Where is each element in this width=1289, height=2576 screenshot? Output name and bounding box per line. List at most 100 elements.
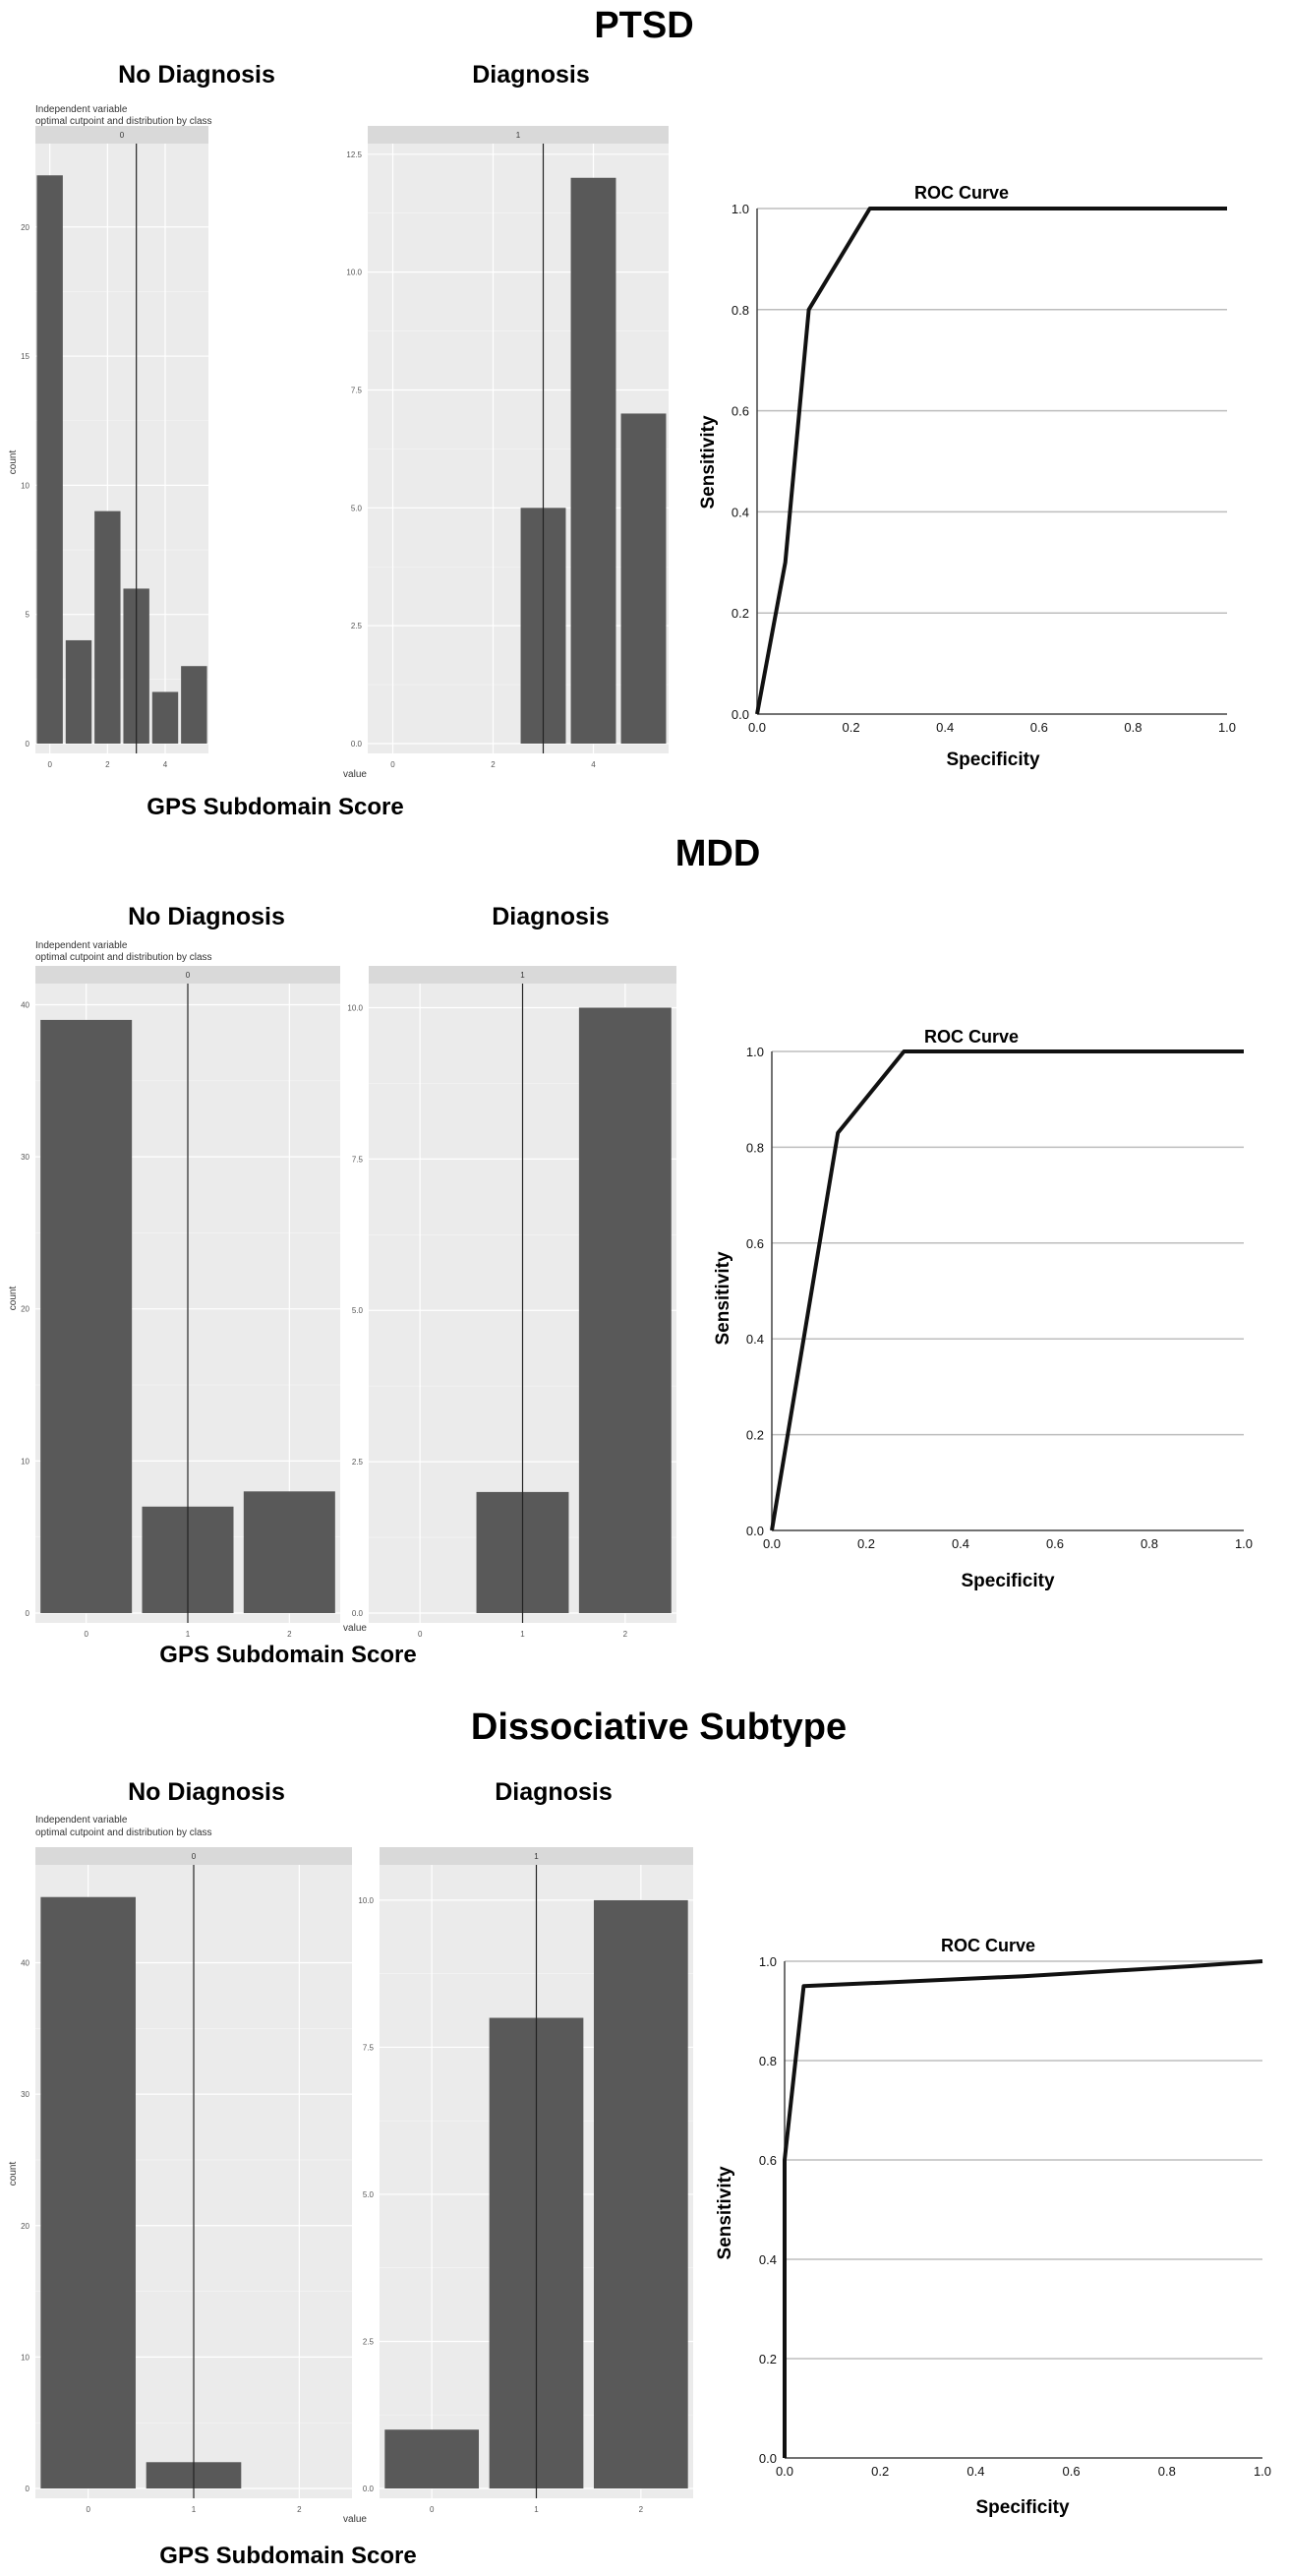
mdd-no-diagnosis-hist-bar-2 [243,1491,335,1613]
dissociative-roc-ytick-label: 0.4 [759,2252,777,2267]
mdd-diagnosis-hist-xtick-label: 2 [623,1630,628,1639]
dissociative-no-diagnosis-hist-xtick-label: 1 [192,2505,197,2514]
ptsd-roc-xlabel: Specificity [946,749,1039,770]
ptsd-diagnosis-hist-background [368,126,669,753]
ptsd-no-diagnosis-hist-bar-4 [151,691,179,744]
plot-caption-title: Independent variable [35,1815,128,1826]
section-ptsd: PTSD No Diagnosis Diagnosis Independent var… [8,5,1236,820]
plot-caption-subtitle: optimal cutpoint and distribution by cla… [35,952,212,963]
section-title: PTSD [594,5,693,46]
mdd-no-diagnosis-hist-xtick-label: 2 [287,1630,292,1639]
ptsd-roc-xtick-label: 0.6 [1030,720,1048,735]
ptsd-roc-xtick-label: 1.0 [1218,720,1236,735]
mdd-roc-xtick-label: 0.2 [857,1536,875,1551]
ptsd-diagnosis-hist-ytick-label: 5.0 [351,504,363,512]
count-axis-label: count [8,450,19,475]
ptsd-diagnosis-hist-ytick-label: 7.5 [351,386,363,394]
ptsd-roc-ytick-label: 1.0 [732,202,749,216]
value-axis-label: value [343,2514,367,2525]
ptsd-diagnosis-hist-xtick-label: 2 [491,760,496,769]
ptsd-no-diagnosis-hist-background [35,126,208,753]
dissociative-no-diagnosis-hist-bar-0 [40,1896,136,2488]
ptsd-roc-ytick-label: 0.0 [732,707,749,722]
mdd-no-diagnosis-hist-bar-0 [40,1019,133,1613]
ptsd-diagnosis-hist-strip [368,126,669,144]
ptsd-diagnosis-hist-ytick-label: 12.5 [346,150,362,159]
dissociative-diagnosis-hist-bar-2 [593,1899,688,2488]
ptsd-diagnosis-hist-strip-label: 1 [516,131,521,140]
plot-caption-subtitle: optimal cutpoint and distribution by cla… [35,1827,212,1838]
ptsd-no-diagnosis-hist-bar-0 [36,175,63,744]
ptsd-roc-curve [755,207,1227,715]
diagnosis-header: Diagnosis [495,1778,612,1806]
no-diagnosis-header: No Diagnosis [118,61,275,89]
mdd-roc-xtick-label: 0.4 [952,1536,969,1551]
diagnosis-header: Diagnosis [472,61,589,89]
count-axis-label: count [8,2162,19,2187]
dissociative-roc-ytick-label: 0.8 [759,2054,777,2068]
dissociative-roc-xtick-label: 0.4 [967,2464,984,2479]
mdd-roc-title: ROC Curve [924,1027,1019,1047]
ptsd-diagnosis-hist-xtick-label: 0 [390,760,395,769]
ptsd-no-diagnosis-hist-ytick-label: 5 [26,611,30,620]
ptsd-roc-ytick-label: 0.2 [732,606,749,621]
plot-caption-title: Independent variable [35,940,128,951]
section-title: MDD [675,833,761,874]
dissociative-diagnosis-hist-ytick-label: 7.5 [363,2043,375,2052]
dissociative-diagnosis-hist-bar-0 [384,2429,480,2488]
ptsd-no-diagnosis-hist-ytick-label: 15 [21,352,29,361]
dissociative-diagnosis-hist-strip-label: 1 [534,1852,539,1861]
value-axis-label: value [343,1623,367,1634]
dissociative-roc-title: ROC Curve [941,1936,1035,1955]
ptsd-diagnosis-hist-bar-4 [570,177,616,744]
mdd-diagnosis-hist-xtick-label: 1 [520,1630,525,1639]
mdd-diagnosis-hist-ytick-label: 0.0 [352,1609,364,1618]
ptsd-no-diagnosis-hist-bar-2 [94,510,121,744]
dissociative-diagnosis-hist-strip [380,1847,693,1865]
dissociative-roc-xtick-label: 0.6 [1063,2464,1081,2479]
dissociative-diagnosis-hist-ytick-label: 0.0 [363,2485,375,2493]
count-axis-label: count [8,1287,19,1311]
dissociative-roc-curve [783,1959,1263,2458]
mdd-diagnosis-hist-ytick-label: 7.5 [352,1155,364,1164]
dissociative-diagnosis-hist-ytick-label: 5.0 [363,2190,375,2199]
dissociative-roc-xlabel: Specificity [975,2497,1069,2518]
mdd-diagnosis-hist-ytick-label: 5.0 [352,1306,364,1315]
dissociative-roc-ytick-label: 0.6 [759,2153,777,2168]
ptsd-diagnosis-hist-ytick-label: 10.0 [346,269,362,277]
mdd-diagnosis-hist-bar-2 [578,1007,672,1613]
dissociative-roc-ylabel: Sensitivity [715,2166,735,2259]
mdd-no-diagnosis-hist-ytick-label: 20 [21,1305,29,1314]
ptsd-no-diagnosis-hist-ytick-label: 20 [21,223,29,232]
dissociative-no-diagnosis-hist-strip [35,1847,352,1865]
dissociative-roc-ytick-label: 0.2 [759,2352,777,2366]
plot-caption-subtitle: optimal cutpoint and distribution by cla… [35,116,212,127]
dissociative-roc-xtick-label: 1.0 [1254,2464,1271,2479]
ptsd-no-diagnosis-hist-bar-5 [181,666,207,744]
mdd-no-diagnosis-hist-xtick-label: 1 [186,1630,191,1639]
ptsd-roc-title: ROC Curve [914,183,1009,203]
ptsd-diagnosis-hist-ytick-label: 2.5 [351,622,363,630]
diagnosis-header: Diagnosis [492,903,609,930]
mdd-diagnosis-hist-strip-label: 1 [520,971,525,980]
ptsd-roc-xtick-label: 0.8 [1124,720,1142,735]
dissociative-no-diagnosis-hist-ytick-label: 10 [21,2353,29,2362]
mdd-roc-xtick-label: 0.0 [763,1536,781,1551]
ptsd-no-diagnosis-hist-bar-1 [65,639,92,744]
ptsd-no-diagnosis-hist-xtick-label: 4 [163,760,168,769]
ptsd-roc-ytick-label: 0.4 [732,505,749,519]
dissociative-no-diagnosis-hist-ytick-label: 40 [21,1959,29,1968]
mdd-roc-ytick-label: 1.0 [746,1045,764,1059]
no-diagnosis-header: No Diagnosis [128,1778,285,1806]
mdd-roc-ytick-label: 0.6 [746,1236,764,1251]
dissociative-no-diagnosis-hist-xtick-label: 2 [297,2505,302,2514]
dissociative-diagnosis-hist-xtick-label: 2 [639,2505,644,2514]
mdd-no-diagnosis-hist-ytick-label: 10 [21,1457,29,1466]
dissociative-no-diagnosis-hist-ytick-label: 0 [26,2485,30,2493]
dissociative-roc-ytick-label: 0.0 [759,2451,777,2466]
ptsd-diagnosis-hist-bar-5 [620,413,667,744]
mdd-no-diagnosis-hist-xtick-label: 0 [84,1630,88,1639]
ptsd-no-diagnosis-hist-ytick-label: 0 [26,740,30,749]
dissociative-no-diagnosis-hist-ytick-label: 30 [21,2090,29,2099]
